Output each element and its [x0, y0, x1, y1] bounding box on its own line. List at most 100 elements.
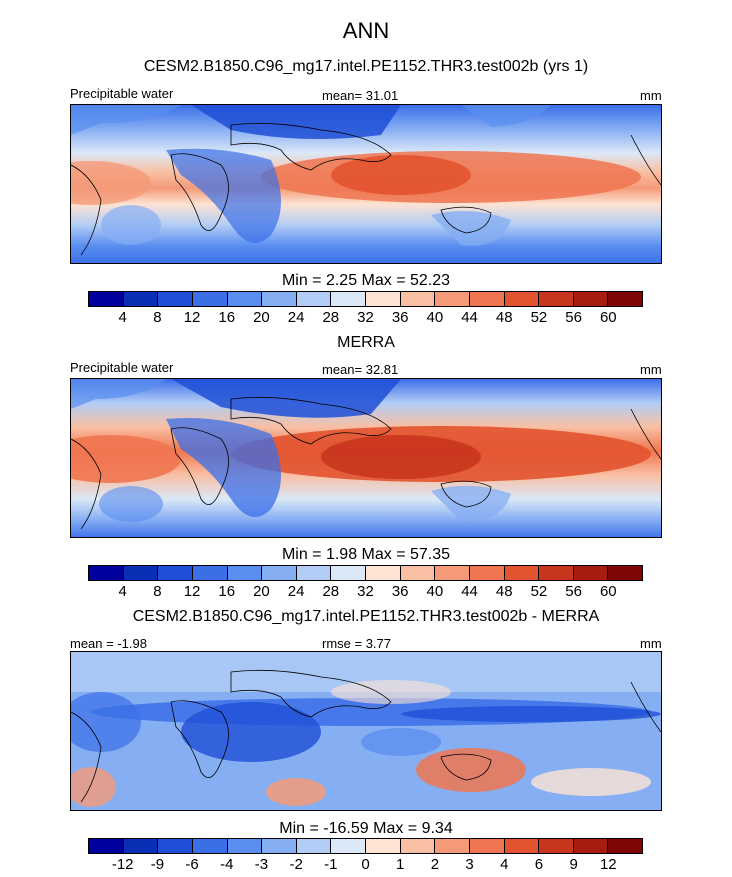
colorbar-tick-label: -6 [185, 856, 199, 873]
colorbar-tick-label: 20 [253, 309, 270, 326]
colorbar-tick-label: 4 [500, 856, 509, 873]
colorbar-swatch [296, 566, 332, 580]
colorbar-swatch [296, 292, 332, 306]
colorbar-tick-label: 6 [534, 856, 544, 873]
colorbar-swatch [608, 566, 642, 580]
panel2-mean-label: mean= 32.81 [322, 362, 399, 377]
colorbar-swatch [227, 839, 263, 853]
colorbar-tick-label: -4 [220, 856, 234, 873]
panel2-units-label: mm [640, 362, 662, 377]
colorbar-swatch [89, 292, 124, 306]
colorbar-swatch [400, 566, 436, 580]
colorbar-tick-label: 4 [118, 583, 127, 600]
colorbar-tick-label: 44 [461, 309, 478, 326]
colorbar-swatch [469, 292, 505, 306]
colorbar-swatch [539, 566, 574, 580]
colorbar-tick-label: 36 [391, 583, 409, 600]
colorbar-tick-label: -12 [111, 856, 134, 873]
colorbar-tick-label: 60 [599, 583, 617, 600]
colorbar-swatch [400, 292, 436, 306]
colorbar-swatch [89, 566, 124, 580]
colorbar-tick-label: 60 [599, 309, 617, 326]
panel2-map-field [71, 379, 661, 537]
colorbar-swatch [158, 566, 193, 580]
panel1-mean-label: mean= 31.01 [322, 88, 399, 103]
colorbar-swatch [192, 839, 228, 853]
colorbar-swatch [539, 292, 574, 306]
panel1-map-field [71, 105, 661, 263]
colorbar-swatch [504, 839, 540, 853]
colorbar-tick-label: 48 [495, 309, 513, 326]
panel1-colorbar-ticks: 4 8 12 16 20 24 28 32 36 40 44 48 52 56 60 [88, 309, 643, 327]
panel3-colorbar-ticks: -12 -9 -6 -4 -3 -2 -1 0 1 2 3 4 6 9 12 [88, 856, 643, 874]
panel3-minmax: Min = -16.59 Max = 9.34 [279, 820, 453, 837]
colorbar-tick-label: 40 [426, 309, 444, 326]
colorbar-tick-label: 12 [183, 583, 201, 600]
colorbar-swatch [435, 566, 470, 580]
panel1-map [70, 104, 662, 264]
colorbar-tick-label: 9 [569, 856, 578, 873]
colorbar-tick-label: 20 [253, 583, 270, 600]
colorbar-tick-label: 44 [461, 583, 478, 600]
colorbar-swatch [573, 292, 609, 306]
colorbar-swatch [504, 566, 540, 580]
colorbar-swatch [123, 839, 159, 853]
colorbar-swatch [123, 292, 159, 306]
colorbar-swatch [469, 566, 505, 580]
colorbar-swatch [331, 566, 366, 580]
colorbar-tick-label: -9 [150, 856, 165, 873]
panel1-minmax: Min = 2.25 Max = 52.23 [281, 272, 451, 289]
colorbar-swatch [262, 292, 297, 306]
colorbar-tick-label: 2 [430, 856, 440, 873]
colorbar-swatch [573, 566, 609, 580]
panel3-mean-label: mean = -1.98 [70, 636, 147, 651]
colorbar-swatch [192, 566, 228, 580]
colorbar-swatch [227, 292, 263, 306]
colorbar-swatch [262, 839, 297, 853]
colorbar-tick-label: 52 [530, 583, 548, 600]
colorbar-tick-label: 16 [218, 583, 236, 600]
colorbar-swatch [539, 839, 574, 853]
colorbar-swatch [158, 292, 193, 306]
colorbar-swatch [573, 839, 609, 853]
panel1-colorbar [88, 291, 643, 307]
colorbar-tick-label: 12 [183, 309, 201, 326]
colorbar-swatch [192, 292, 228, 306]
figure-title: ANN [342, 18, 390, 43]
colorbar-tick-label: 56 [565, 309, 582, 326]
panel1-variable-label: Precipitable water [70, 86, 174, 101]
colorbar-tick-label: 56 [565, 583, 582, 600]
panel3-title: CESM2.B1850.C96_mg17.intel.PE1152.THR3.t… [132, 608, 600, 625]
colorbar-swatch [608, 292, 642, 306]
panel1-units-label: mm [640, 88, 662, 103]
colorbar-tick-label: -1 [324, 856, 338, 873]
colorbar-tick-label: 1 [396, 856, 405, 873]
panel1-title: CESM2.B1850.C96_mg17.intel.PE1152.THR3.t… [143, 58, 589, 75]
colorbar-tick-label: 28 [322, 583, 340, 600]
colorbar-tick-label: 0 [361, 856, 370, 873]
colorbar-tick-label: 40 [426, 583, 444, 600]
panel2-title: MERRA [337, 334, 395, 351]
colorbar-tick-label: 3 [465, 856, 474, 873]
colorbar-swatch [469, 839, 505, 853]
colorbar-tick-label: 24 [287, 583, 305, 600]
colorbar-tick-label: 12 [599, 856, 617, 873]
colorbar-swatch [331, 292, 366, 306]
colorbar-tick-label: 32 [357, 309, 374, 326]
colorbar-swatch [435, 839, 470, 853]
colorbar-tick-label: 48 [495, 583, 513, 600]
colorbar-swatch [296, 839, 332, 853]
colorbar-swatch [227, 566, 263, 580]
colorbar-tick-label: 4 [118, 309, 127, 326]
colorbar-swatch [435, 292, 470, 306]
colorbar-tick-label: 8 [153, 583, 162, 600]
colorbar-swatch [366, 292, 401, 306]
colorbar-swatch [158, 839, 193, 853]
colorbar-tick-label: 8 [153, 309, 162, 326]
panel3-units-label: mm [640, 636, 662, 651]
colorbar-swatch [366, 839, 401, 853]
colorbar-swatch [608, 839, 642, 853]
colorbar-tick-label: 52 [530, 309, 548, 326]
colorbar-tick-label: 36 [391, 309, 409, 326]
panel3-map-field [71, 652, 661, 810]
